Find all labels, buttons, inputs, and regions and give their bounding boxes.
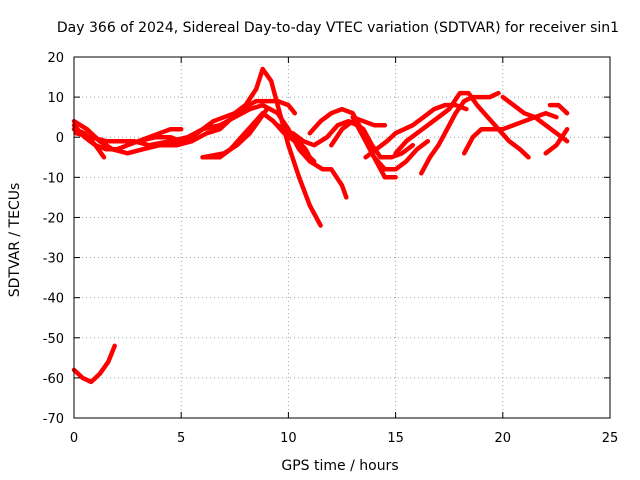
series-line-arc-21 <box>543 126 570 156</box>
series-line-arc-22 <box>547 102 570 116</box>
plot-frame <box>73 56 611 419</box>
series-line-arc-8 <box>189 98 298 144</box>
series-line-arc-19 <box>461 110 559 156</box>
series-line-arc-5 <box>73 130 184 148</box>
series-line-arc-14 <box>329 118 416 160</box>
y-tick-label: 0 <box>56 131 64 146</box>
y-tick-label: 10 <box>47 91 64 106</box>
x-tick-label: 10 <box>280 431 297 446</box>
series-line-arc-11 <box>275 122 313 160</box>
x-tick-label: 0 <box>70 431 78 446</box>
x-tick-label: 25 <box>602 431 619 446</box>
y-tick-label: 20 <box>47 51 64 66</box>
series-line-arc-16 <box>363 102 469 160</box>
y-axis-ticks: -70 -60 -50 -40 -30 -20 -10 0 10 20 <box>43 51 610 427</box>
x-axis-ticks: 0 5 10 15 20 25 <box>70 57 618 446</box>
series-line-arc-18 <box>419 90 501 176</box>
x-tick-label: 5 <box>177 431 185 446</box>
y-tick-label: -40 <box>43 292 64 307</box>
series-line-arc-7 <box>146 102 349 200</box>
series-line-arc-15 <box>350 114 388 128</box>
x-tick-label: 15 <box>387 431 404 446</box>
series-line-arc-10 <box>200 106 270 160</box>
y-tick-label: -10 <box>43 171 64 186</box>
grid-lines <box>74 57 610 418</box>
y-tick-label: -60 <box>43 372 64 387</box>
y-tick-label: -30 <box>43 252 64 267</box>
y-axis-title: SDTVAR / TECUs <box>7 183 23 298</box>
y-tick-label: -50 <box>43 332 64 347</box>
series-line-arc-20 <box>500 94 570 144</box>
series-line-arc-1 <box>71 343 117 385</box>
chart-title: Day 366 of 2024, Sidereal Day-to-day VTE… <box>57 20 619 36</box>
x-tick-label: 20 <box>495 431 512 446</box>
data-series <box>71 66 570 385</box>
x-axis-title: GPS time / hours <box>281 458 398 474</box>
y-tick-label: -20 <box>43 211 64 226</box>
y-tick-label: -70 <box>43 412 64 427</box>
series-line-arc-17 <box>393 90 531 160</box>
